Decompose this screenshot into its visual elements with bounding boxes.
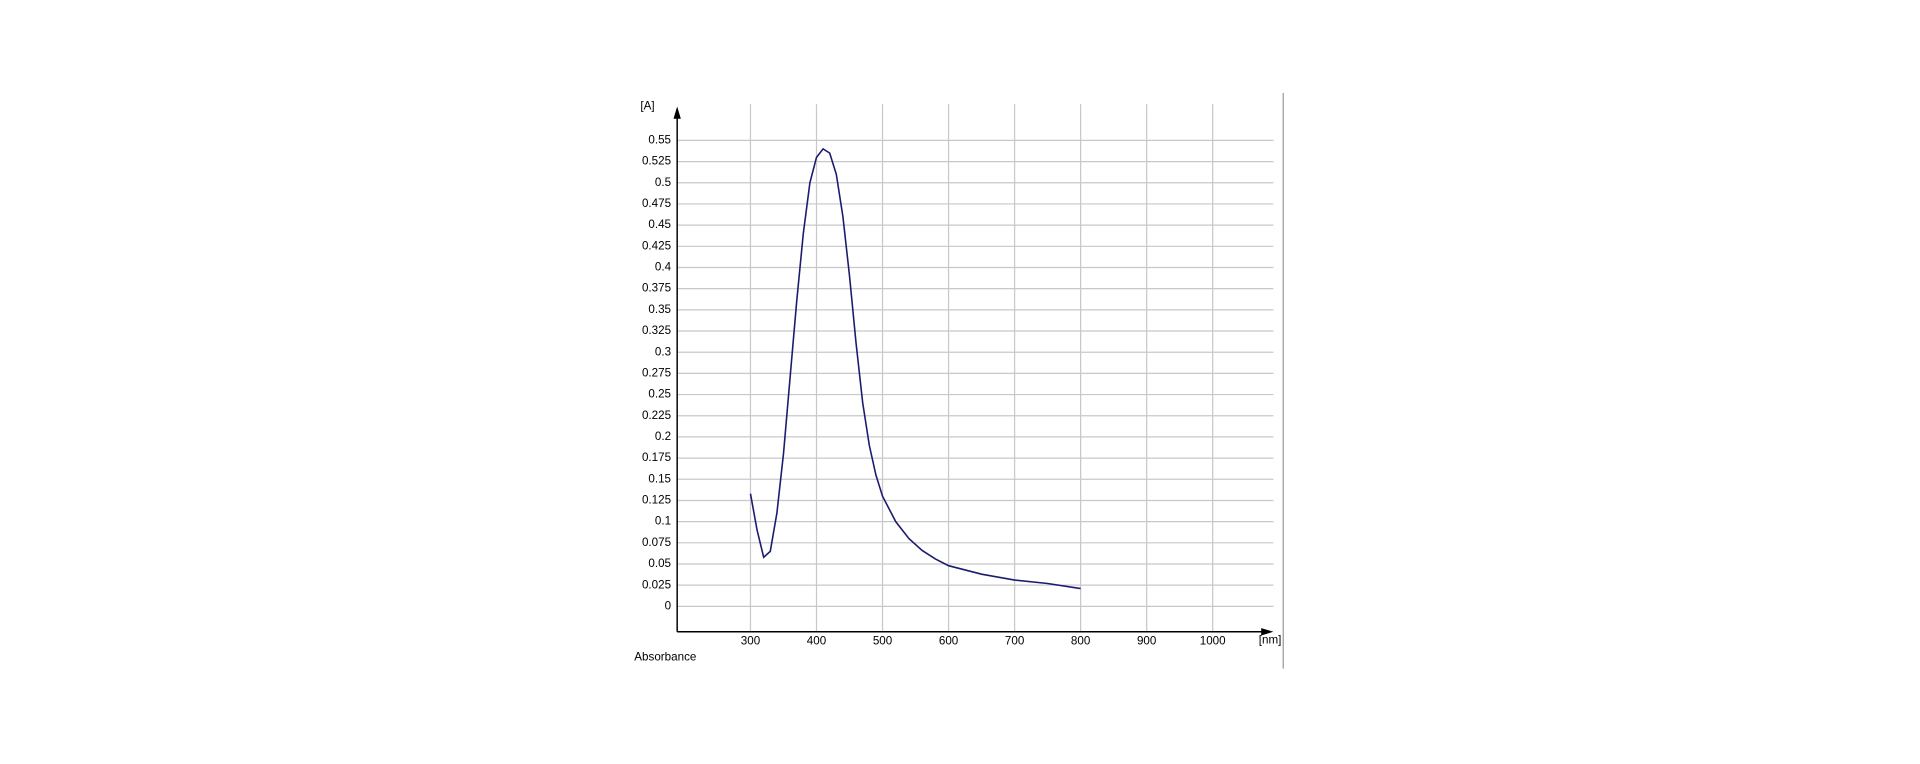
y-tick-label: 0.475 (642, 197, 671, 210)
x-tick-label: 900 (1137, 635, 1157, 648)
y-tick-label: 0.3 (655, 345, 671, 358)
y-tick-label: 0.225 (642, 409, 671, 422)
y-tick-label: 0.1 (655, 515, 671, 528)
y-tick-label: 0.275 (642, 366, 671, 379)
y-tick-label: 0.45 (648, 218, 671, 231)
y-tick-label: 0.25 (648, 388, 671, 401)
y-tick-label: 0.025 (642, 578, 671, 591)
y-tick-label: 0.2 (655, 430, 671, 443)
y-tick-label: 0.55 (648, 133, 671, 146)
y-unit-label: [A] (640, 100, 654, 113)
x-unit-label: [nm] (1259, 633, 1282, 646)
y-tick-label: 0.525 (642, 155, 671, 168)
y-tick-label: 0.375 (642, 282, 671, 295)
y-axis-arrow (673, 106, 681, 119)
x-tick-label: 500 (873, 635, 893, 648)
y-tick-label: 0 (665, 599, 672, 612)
x-tick-label: 700 (1005, 635, 1025, 648)
x-tick-label: 300 (741, 635, 761, 648)
y-tick-label: 0.5 (655, 176, 671, 189)
y-tick-label: 0.35 (648, 303, 671, 316)
y-tick-label: 0.425 (642, 239, 671, 252)
x-axis-arrow (1261, 628, 1274, 636)
y-tick-label: 0.175 (642, 451, 671, 464)
x-tick-label: 800 (1071, 635, 1091, 648)
x-tick-label: 1000 (1200, 635, 1226, 648)
y-tick-label: 0.125 (642, 494, 671, 507)
y-tick-label: 0.05 (648, 557, 671, 570)
y-tick-label: 0.325 (642, 324, 671, 337)
y-tick-label: 0.4 (655, 261, 672, 274)
y-axis-title: Absorbance (634, 651, 696, 664)
y-tick-label: 0.15 (648, 472, 671, 485)
y-tick-label: 0.075 (642, 536, 671, 549)
x-tick-label: 400 (807, 635, 827, 648)
x-tick-label: 600 (939, 635, 959, 648)
data-line (749, 147, 1081, 590)
